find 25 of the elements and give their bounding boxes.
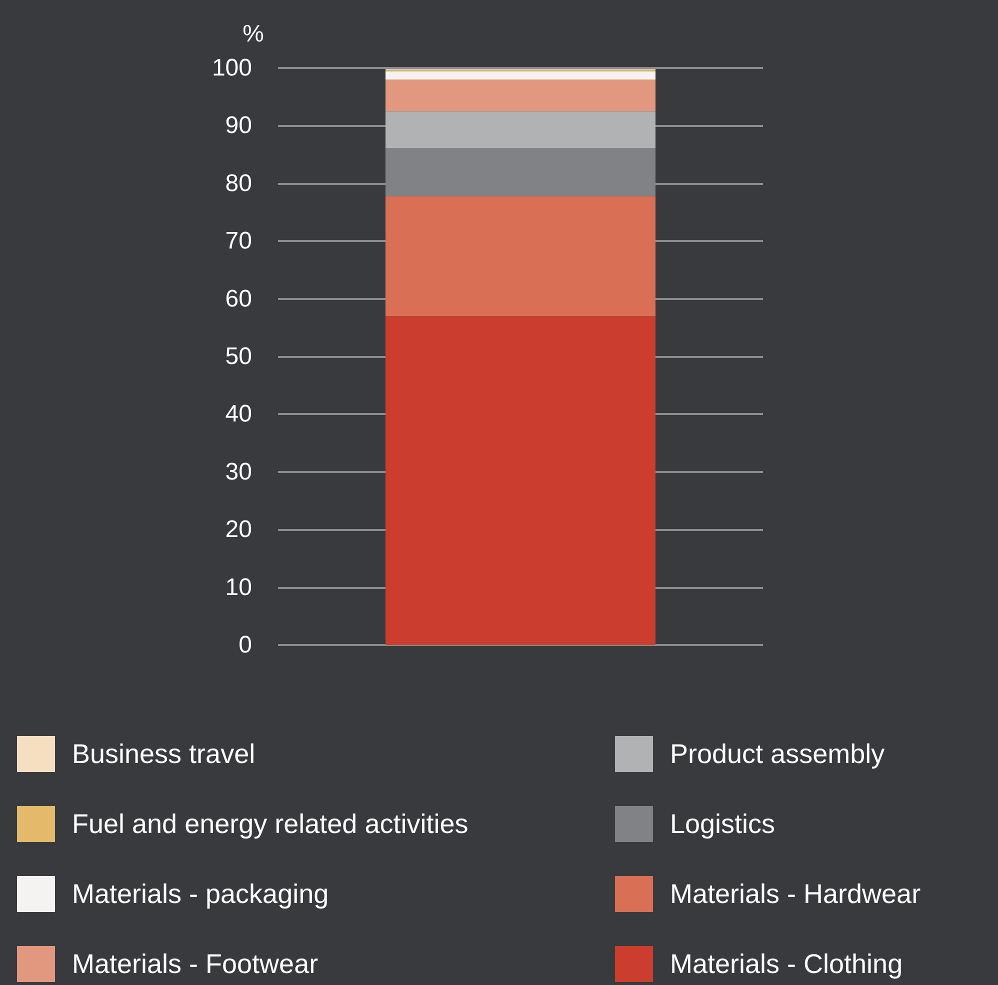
y-tick-label: 0 (238, 632, 252, 658)
bar (386, 71, 656, 80)
y-tick-label: 60 (225, 285, 252, 312)
y-tick-label: 30 (225, 458, 252, 486)
bar (386, 316, 656, 645)
y-tick-label: 10 (225, 574, 252, 601)
y-axis-title: % (242, 20, 264, 48)
legend-label: Materials - Hardwear (670, 879, 921, 909)
y-tick-label: 40 (225, 400, 252, 428)
y-tick-label: 50 (225, 343, 252, 370)
y-tick-label: 70 (225, 228, 252, 255)
bar (386, 80, 656, 112)
legend-label: Fuel and energy related activities (72, 809, 468, 839)
y-tick-label: 20 (225, 516, 252, 544)
y-tick-label: 100 (212, 54, 252, 82)
bar (386, 111, 656, 148)
legend-label: Logistics (670, 809, 776, 839)
bar (386, 196, 656, 316)
y-tick-label: 80 (225, 170, 252, 197)
legend-label: Business travel (72, 739, 256, 769)
legend-label: Materials - packaging (72, 879, 329, 909)
y-tick-label: 90 (225, 112, 252, 140)
legend-label: Materials - Clothing (670, 949, 903, 979)
legend-label: Materials - Footwear (72, 949, 318, 979)
legend-label: Product assembly (670, 739, 886, 769)
